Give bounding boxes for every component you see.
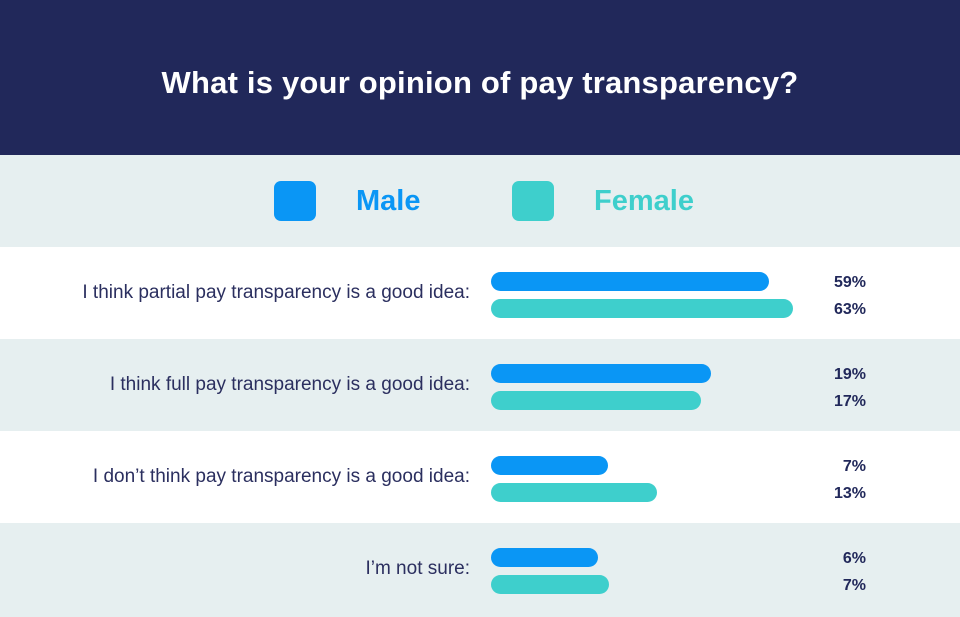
male-bar bbox=[491, 272, 769, 291]
male-value-label: 59% bbox=[833, 274, 866, 291]
chart-row: I think partial pay transparency is a go… bbox=[0, 247, 960, 339]
chart-row: I don’t think pay transparency is a good… bbox=[0, 431, 960, 523]
female-bar bbox=[491, 299, 793, 318]
male-bar bbox=[491, 548, 598, 567]
legend-swatch-female bbox=[512, 181, 554, 221]
legend-label-female: Female bbox=[594, 184, 694, 217]
chart-title: What is your opinion of pay transparency… bbox=[161, 64, 799, 100]
category-label: I’m not sure: bbox=[365, 558, 470, 579]
chart-row: I think full pay transparency is a good … bbox=[0, 339, 960, 431]
female-value-label: 7% bbox=[842, 577, 866, 594]
male-bar bbox=[491, 364, 711, 383]
legend-swatch-male bbox=[274, 181, 316, 221]
chart-header: What is your opinion of pay transparency… bbox=[0, 0, 960, 155]
legend-label-male: Male bbox=[356, 184, 421, 217]
chart-row: I’m not sure: 6% 7% bbox=[0, 523, 960, 617]
category-label: I think full pay transparency is a good … bbox=[109, 374, 470, 395]
female-bar bbox=[491, 391, 701, 410]
male-bar bbox=[491, 456, 608, 475]
male-value-label: 7% bbox=[842, 458, 866, 475]
male-value-label: 19% bbox=[833, 366, 866, 383]
category-label: I don’t think pay transparency is a good… bbox=[92, 466, 470, 487]
female-bar bbox=[491, 575, 609, 594]
legend-item-female: Female bbox=[512, 181, 694, 221]
female-value-label: 13% bbox=[833, 485, 866, 502]
female-value-label: 63% bbox=[833, 301, 866, 318]
male-value-label: 6% bbox=[842, 550, 866, 567]
chart-legend: Male Female bbox=[0, 155, 960, 247]
female-bar bbox=[491, 483, 657, 502]
female-value-label: 17% bbox=[833, 393, 866, 410]
category-label: I think partial pay transparency is a go… bbox=[82, 282, 470, 303]
legend-item-male: Male bbox=[274, 181, 420, 221]
